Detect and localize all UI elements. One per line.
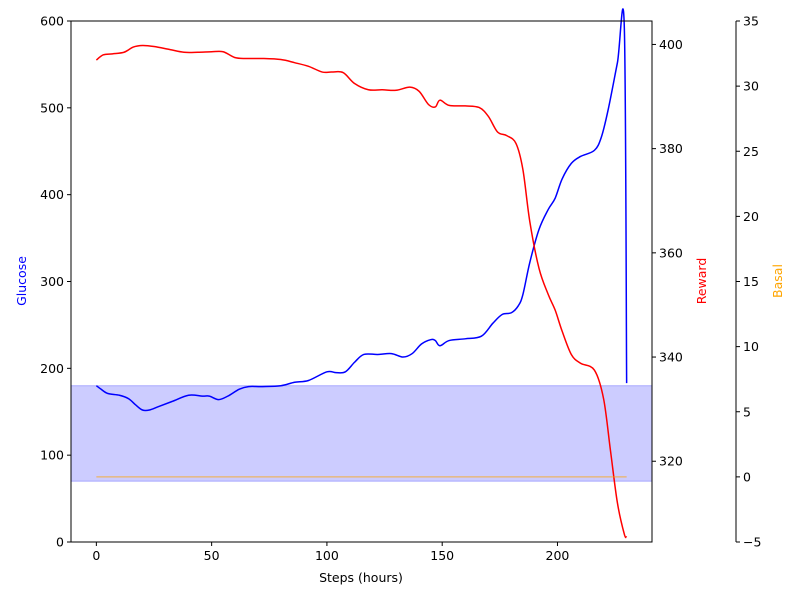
glucose-axis-title: Glucose [14, 256, 29, 306]
reward-tick-label: 380 [659, 141, 683, 156]
reward-tick-label: 360 [659, 245, 683, 260]
basal-tick-label: −5 [743, 535, 761, 550]
basal-axis-title: Basal [770, 264, 785, 298]
x-tick-label: 100 [315, 548, 339, 563]
target-range-band [70, 385, 653, 482]
glucose-tick-label: 600 [40, 14, 64, 29]
basal-tick-label: 0 [743, 469, 751, 484]
glucose-tick-label: 0 [56, 535, 64, 550]
glucose-tick-label: 100 [40, 448, 64, 463]
glucose-tick-label: 500 [40, 100, 64, 115]
reward-tick-label: 340 [659, 350, 683, 365]
x-tick-label: 0 [92, 548, 100, 563]
basal-tick-label: 30 [743, 79, 759, 94]
reward-tick-label: 400 [659, 37, 683, 52]
basal-tick-label: 15 [743, 274, 759, 289]
target-band-layer [70, 385, 653, 482]
basal-tick-label: 10 [743, 339, 759, 354]
x-axis-title: Steps (hours) [319, 570, 403, 585]
basal-tick-label: 25 [743, 144, 759, 159]
glucose-series-line [95, 8, 628, 412]
x-tick-label: 50 [204, 548, 220, 563]
x-tick-label: 200 [546, 548, 570, 563]
reward-series-line [95, 44, 628, 539]
axes-layer: 0 50 100 150 2000100200300400500600320340360… [40, 14, 761, 564]
series-layer [95, 8, 628, 539]
glucose-tick-label: 300 [40, 274, 64, 289]
basal-tick-label: 35 [743, 14, 759, 29]
basal-tick-label: 20 [743, 209, 759, 224]
reward-axis-title: Reward [694, 258, 709, 305]
x-tick-label: 150 [430, 548, 454, 563]
basal-tick-label: 5 [743, 404, 751, 419]
glucose-tick-label: 400 [40, 187, 64, 202]
glucose-tick-label: 200 [40, 361, 64, 376]
reward-tick-label: 320 [659, 454, 683, 469]
